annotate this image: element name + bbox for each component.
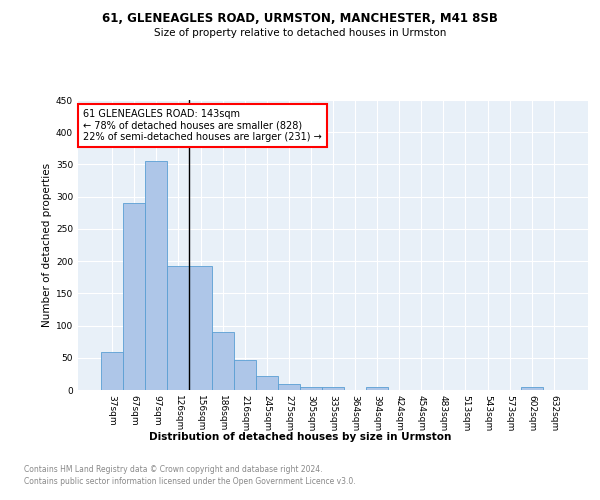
Text: Contains HM Land Registry data © Crown copyright and database right 2024.: Contains HM Land Registry data © Crown c… (24, 465, 323, 474)
Bar (278, 384, 300, 390)
Bar (256, 376, 278, 390)
Text: 61 GLENEAGLES ROAD: 143sqm
← 78% of detached houses are smaller (828)
22% of sem: 61 GLENEAGLES ROAD: 143sqm ← 78% of deta… (83, 108, 322, 142)
Bar (300, 387, 322, 390)
Bar (101, 352, 123, 390)
Bar (167, 266, 190, 390)
Bar (145, 161, 167, 390)
Text: Contains public sector information licensed under the Open Government Licence v3: Contains public sector information licen… (24, 478, 356, 486)
Text: Size of property relative to detached houses in Urmston: Size of property relative to detached ho… (154, 28, 446, 38)
Bar (233, 360, 256, 390)
Bar (212, 332, 233, 390)
Text: Distribution of detached houses by size in Urmston: Distribution of detached houses by size … (149, 432, 451, 442)
Bar (322, 387, 344, 390)
Bar (366, 387, 388, 390)
Y-axis label: Number of detached properties: Number of detached properties (42, 163, 52, 327)
Bar (521, 387, 543, 390)
Bar (123, 203, 145, 390)
Bar (190, 266, 212, 390)
Text: 61, GLENEAGLES ROAD, URMSTON, MANCHESTER, M41 8SB: 61, GLENEAGLES ROAD, URMSTON, MANCHESTER… (102, 12, 498, 26)
